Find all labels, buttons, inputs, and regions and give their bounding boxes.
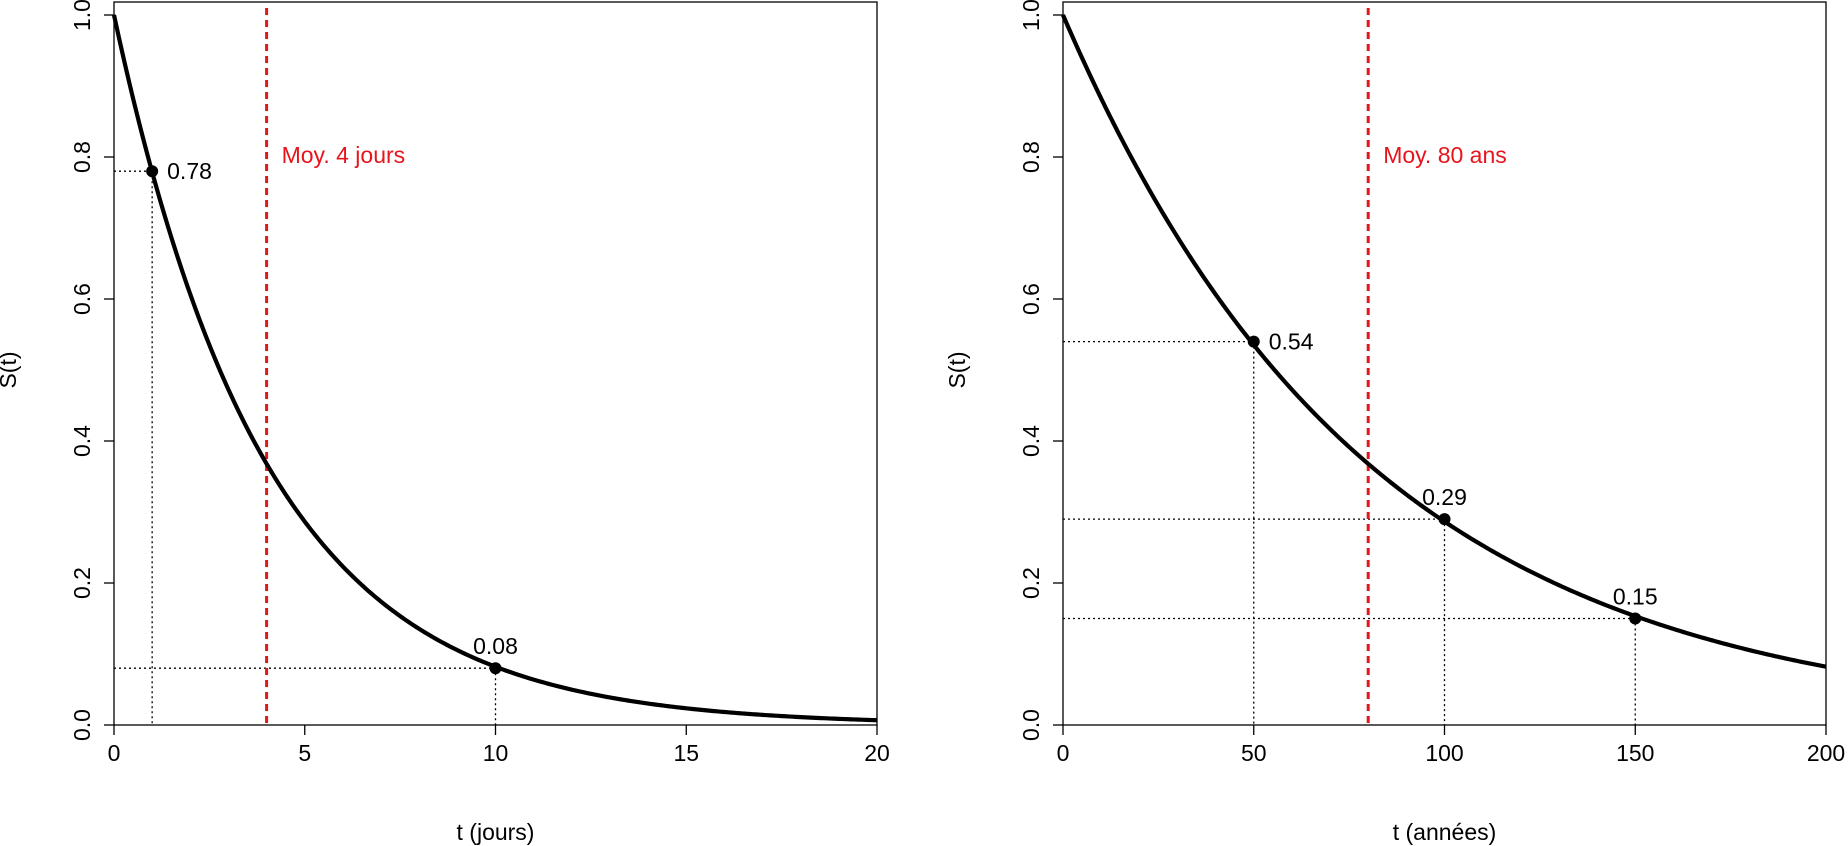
y-tick-label: 0.0 bbox=[1018, 709, 1044, 741]
x-tick-label: 5 bbox=[298, 740, 311, 766]
data-point bbox=[1247, 335, 1260, 348]
mean-line-label: Moy. 80 ans bbox=[1383, 142, 1507, 168]
y-tick-label: 1.0 bbox=[1018, 0, 1044, 31]
x-tick-label: 150 bbox=[1616, 740, 1654, 766]
data-point bbox=[146, 165, 159, 178]
y-tick-label: 0.8 bbox=[1018, 141, 1044, 173]
plot-frame bbox=[1062, 1, 1827, 726]
y-tick-label: 0.6 bbox=[1018, 283, 1044, 315]
y-tick-label: 0.8 bbox=[69, 141, 95, 173]
y-tick-label: 0.2 bbox=[1018, 567, 1044, 599]
data-point bbox=[1629, 612, 1642, 625]
y-tick-label: 0.0 bbox=[69, 709, 95, 741]
chart-panel-2: 0 50 100 150 200 0.0 0.2 0.4 0.6 0.8 1.0 t (années)… bbox=[944, 0, 1845, 845]
survival-curve bbox=[111, 14, 878, 723]
x-tick-label: 200 bbox=[1807, 740, 1845, 766]
plot-frame bbox=[113, 1, 878, 726]
data-point bbox=[1438, 513, 1451, 526]
y-tick-label: 0.6 bbox=[69, 283, 95, 315]
data-point-label: 0.15 bbox=[1613, 584, 1658, 610]
data-point-label: 0.29 bbox=[1422, 484, 1467, 510]
data-point-label: 0.08 bbox=[473, 633, 518, 659]
x-axis-label: t (années) bbox=[1393, 819, 1497, 845]
x-tick-label: 15 bbox=[673, 740, 699, 766]
survival-curve bbox=[1061, 14, 1827, 669]
y-axis-label: S(t) bbox=[0, 351, 21, 388]
y-tick-label: 0.4 bbox=[69, 425, 95, 457]
x-tick-label: 50 bbox=[1241, 740, 1267, 766]
x-tick-label: 100 bbox=[1425, 740, 1463, 766]
x-axis-label: t (jours) bbox=[457, 819, 535, 845]
x-tick-label: 20 bbox=[864, 740, 890, 766]
data-point-label: 0.78 bbox=[167, 158, 212, 184]
data-point-label: 0.54 bbox=[1269, 329, 1314, 355]
x-tick-label: 0 bbox=[108, 740, 121, 766]
y-axis-label: S(t) bbox=[944, 351, 970, 388]
y-tick-label: 0.2 bbox=[69, 567, 95, 599]
x-tick-label: 10 bbox=[483, 740, 509, 766]
y-tick-label: 1.0 bbox=[69, 0, 95, 31]
mean-line-label: Moy. 4 jours bbox=[282, 142, 406, 168]
y-tick-label: 0.4 bbox=[1018, 425, 1044, 457]
chart-panel-1: 0 5 10 15 20 0.0 0.2 0.4 0.6 0.8 1.0 t (jours) S(t) M… bbox=[0, 0, 890, 845]
data-point bbox=[489, 662, 502, 675]
x-tick-label: 0 bbox=[1057, 740, 1070, 766]
